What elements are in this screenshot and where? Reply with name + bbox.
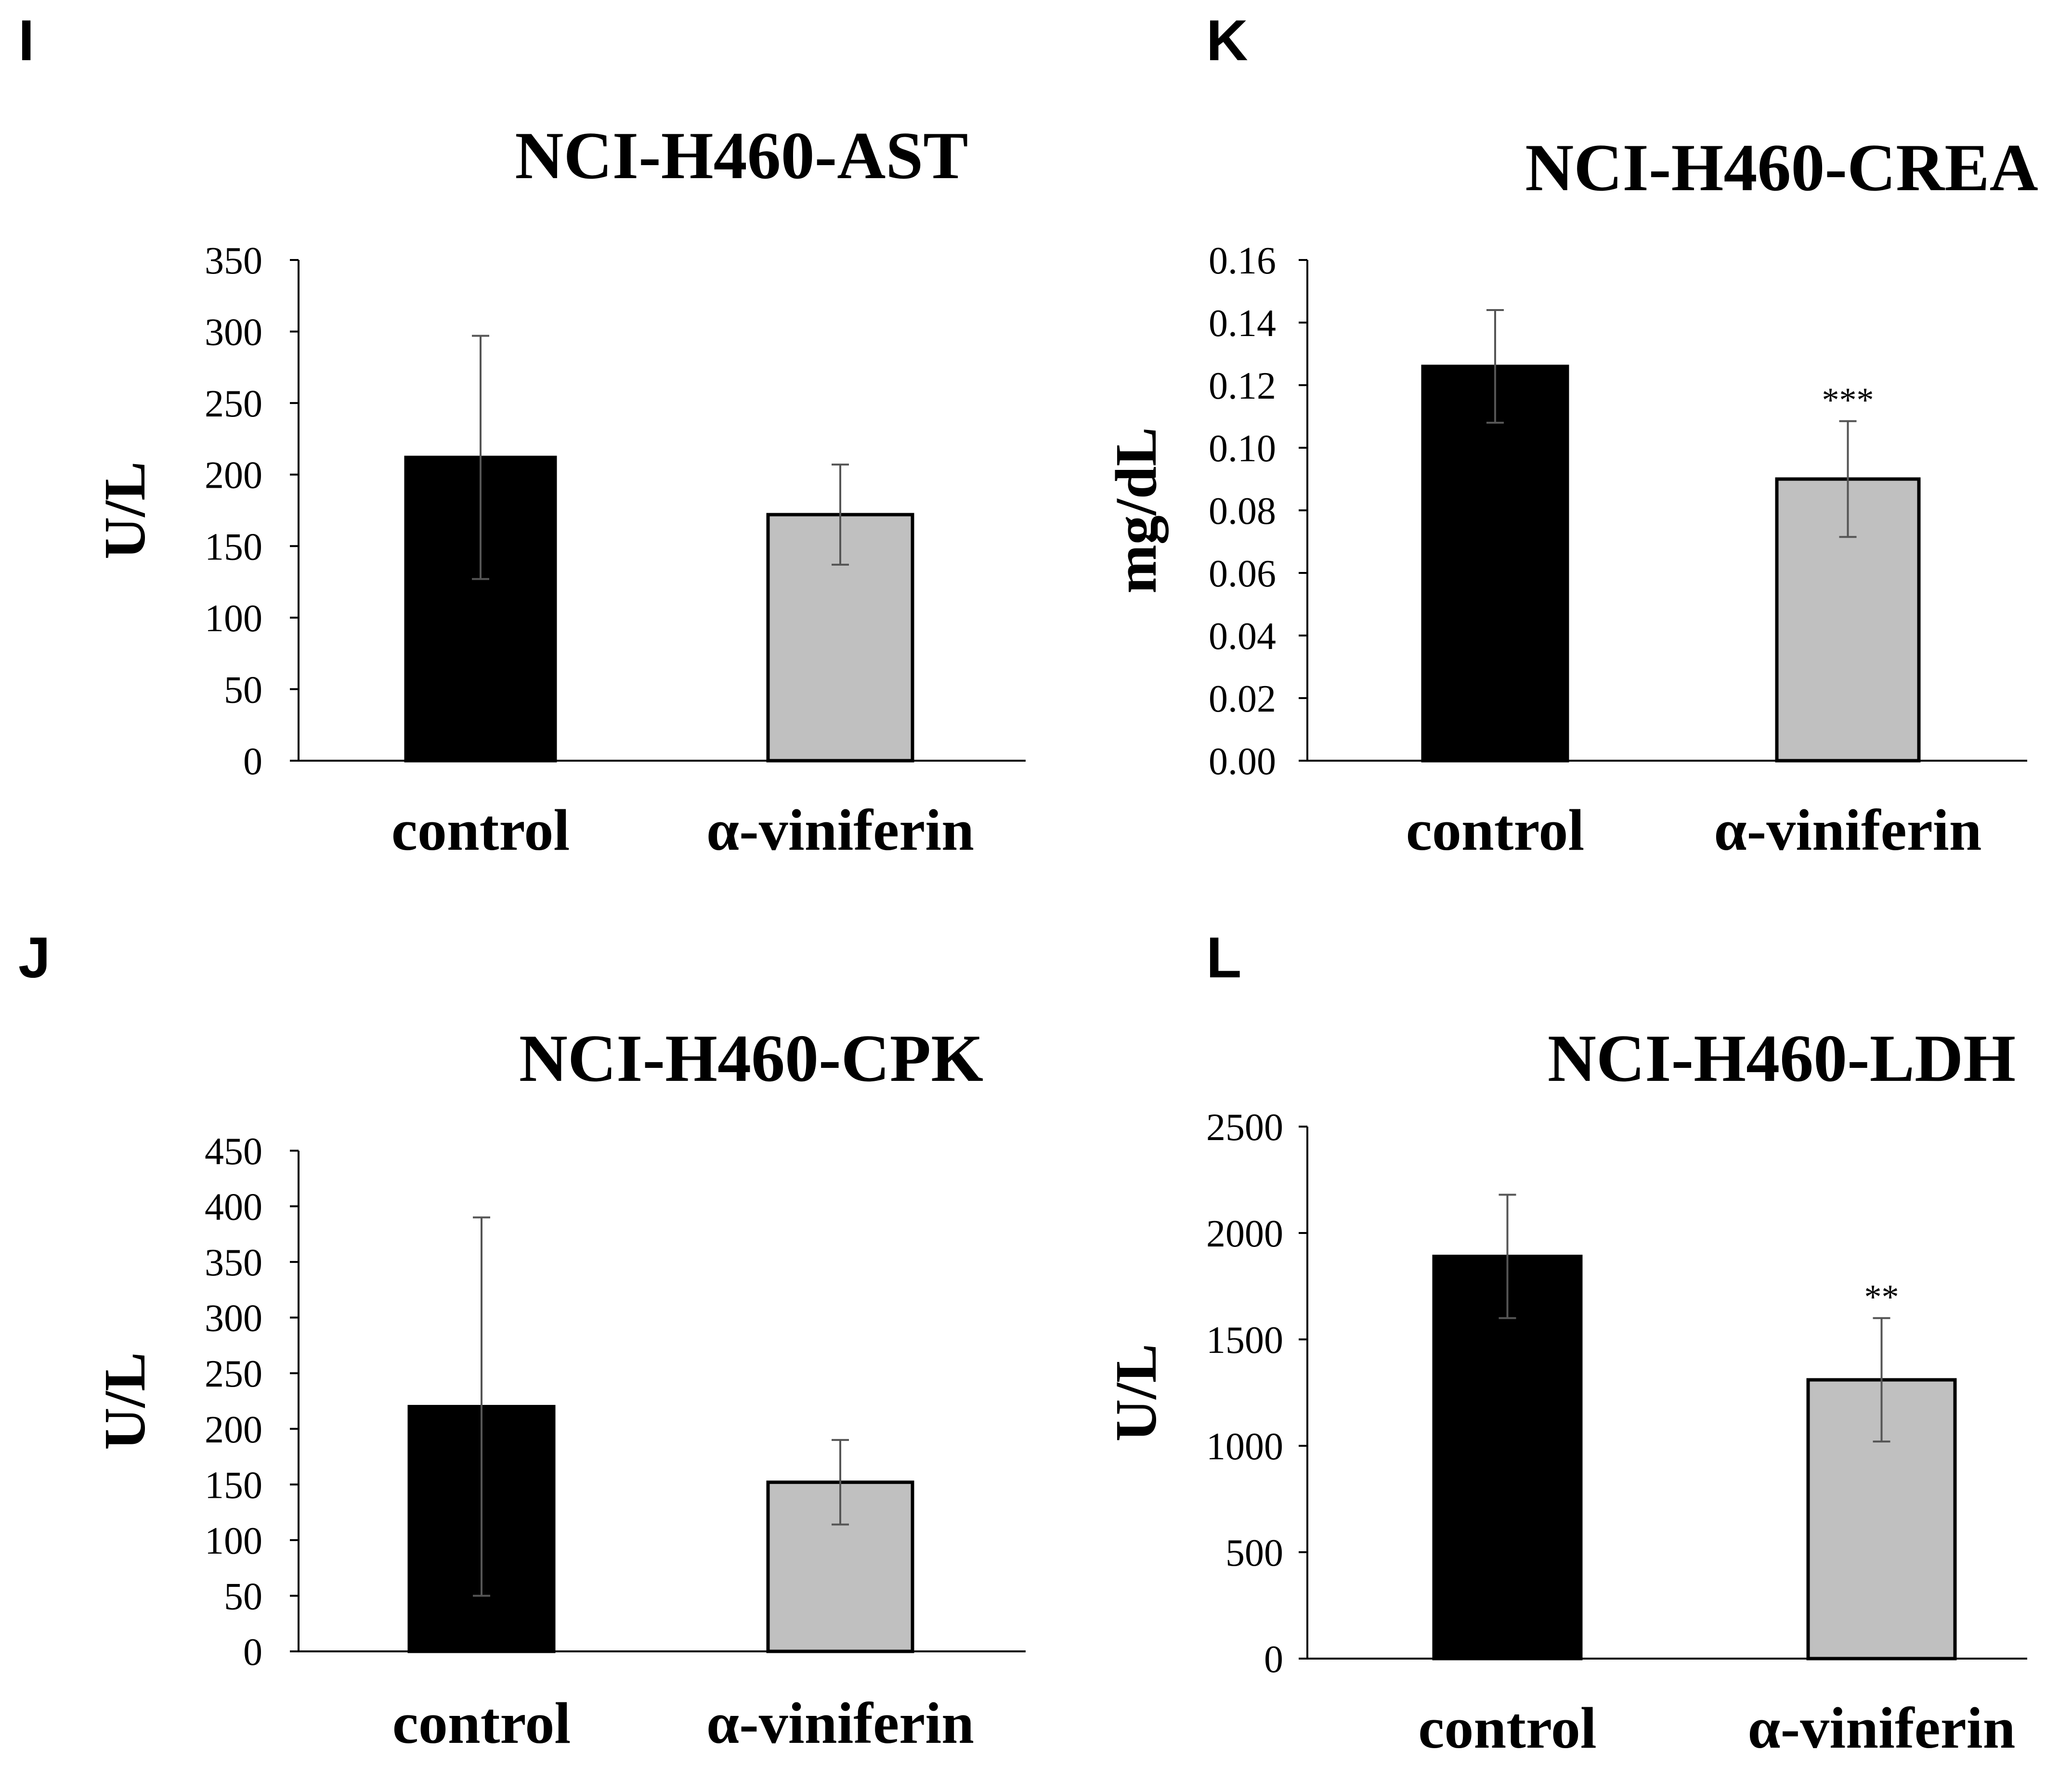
y-tick-label: 150 — [205, 526, 262, 568]
y-axis-label: U/L — [92, 1352, 157, 1450]
y-tick-label: 50 — [224, 1575, 262, 1618]
y-tick-label: 1500 — [1206, 1319, 1283, 1362]
chart-panel-i: I NCI-H460-AST U/L 0 50 100 150 200 250 300 350 con… — [18, 8, 1026, 863]
significance-marker: *** — [1822, 381, 1874, 419]
y-tick-label: 0 — [243, 740, 262, 783]
y-axis-label: U/L — [92, 461, 157, 559]
x-category-label: α-viniferin — [1714, 798, 1981, 863]
y-tick-label: 150 — [205, 1464, 262, 1506]
y-tick-label: 300 — [205, 311, 262, 354]
chart-title: NCI-H460-CPK — [519, 1021, 983, 1096]
panel-letter: J — [18, 925, 51, 990]
y-tick-label: 100 — [205, 597, 262, 640]
bar-control — [1421, 364, 1569, 763]
y-tick-label: 100 — [205, 1520, 262, 1562]
panel-letter: L — [1206, 925, 1241, 990]
y-tick-label: 0.16 — [1209, 240, 1276, 282]
y-tick-label: 0.10 — [1209, 428, 1276, 470]
y-tick-label: 500 — [1225, 1532, 1283, 1574]
x-category-label: control — [392, 1691, 571, 1756]
y-tick-label: 200 — [205, 1409, 262, 1451]
x-category-label: control — [1406, 798, 1584, 863]
chart-panel-l: L NCI-H460-LDH U/L 0 500 1000 1500 2000 2500 cont… — [1104, 925, 2027, 1761]
y-tick-label: 0 — [243, 1631, 262, 1674]
panel-letter: K — [1206, 8, 1248, 73]
y-tick-label: 450 — [205, 1130, 262, 1173]
y-tick-label: 0.12 — [1209, 365, 1276, 407]
y-tick-label: 0.14 — [1209, 302, 1276, 345]
y-tick-label: 400 — [205, 1186, 262, 1229]
chart-title: NCI-H460-CREA — [1525, 130, 2038, 205]
x-category-label: control — [1418, 1696, 1596, 1761]
y-tick-label: 0.08 — [1209, 490, 1276, 532]
y-tick-label: 0 — [1264, 1638, 1283, 1681]
y-tick-label: 0.00 — [1209, 740, 1276, 783]
y-axis-label: U/L — [1104, 1344, 1169, 1441]
y-tick-label: 200 — [205, 454, 262, 497]
y-axis-label: mg/dL — [1104, 427, 1169, 594]
y-tick-label: 50 — [224, 669, 262, 711]
chart-title: NCI-H460-LDH — [1548, 1021, 2016, 1096]
x-category-label: α-viniferin — [1747, 1696, 2015, 1761]
chart-title: NCI-H460-AST — [515, 118, 968, 193]
y-tick-label: 250 — [205, 383, 262, 425]
y-tick-label: 0.04 — [1209, 615, 1276, 658]
y-tick-label: 350 — [205, 240, 262, 282]
chart-panel-k: K NCI-H460-CREA mg/dL 0.00 0.02 0.04 0.06 0.08 0… — [1104, 8, 2038, 863]
y-tick-label: 1000 — [1206, 1426, 1283, 1468]
bar-control — [1432, 1255, 1583, 1661]
y-tick-label: 250 — [205, 1353, 262, 1395]
chart-panel-j: J NCI-H460-CPK U/L 0 50 100 150 200 250 300 350 400… — [18, 925, 1026, 1756]
y-tick-label: 0.06 — [1209, 553, 1276, 595]
y-tick-label: 0.02 — [1209, 678, 1276, 720]
y-tick-label: 2500 — [1206, 1106, 1283, 1149]
x-category-label: α-viniferin — [706, 798, 974, 863]
significance-marker: ** — [1864, 1278, 1899, 1316]
panel-letter: I — [18, 8, 34, 73]
x-category-label: control — [391, 798, 570, 863]
y-tick-label: 300 — [205, 1298, 262, 1340]
y-tick-label: 350 — [205, 1242, 262, 1284]
y-tick-label: 2000 — [1206, 1213, 1283, 1255]
x-category-label: α-viniferin — [706, 1691, 974, 1756]
